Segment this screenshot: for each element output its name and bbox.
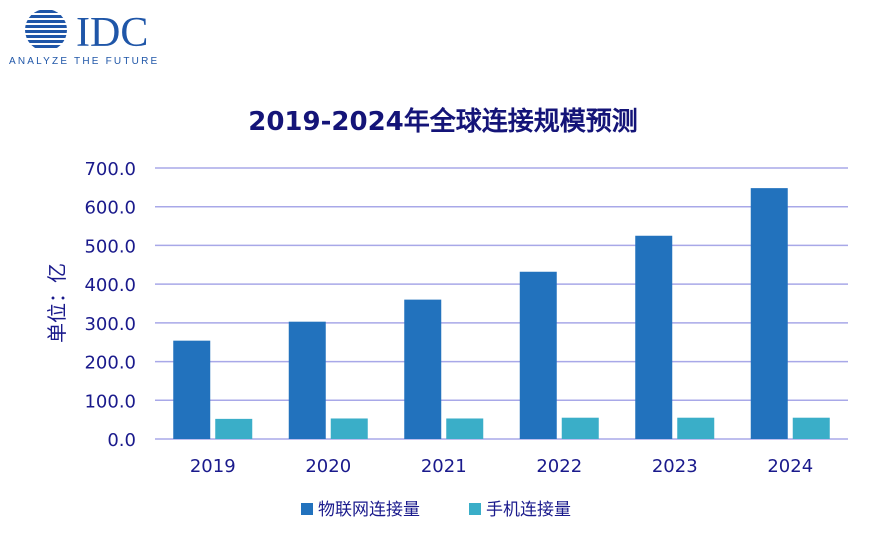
bar-mobile-2019 <box>215 418 253 439</box>
y-tick-label: 700.0 <box>84 159 136 180</box>
x-tick-label: 2019 <box>190 456 236 477</box>
bar-iot-2020 <box>288 321 326 439</box>
x-tick-label: 2024 <box>767 456 813 477</box>
bar-mobile-2021 <box>446 418 484 439</box>
legend-label: 手机连接量 <box>486 500 571 520</box>
legend-label: 物联网连接量 <box>318 500 420 520</box>
y-tick-label: 0.0 <box>107 430 136 451</box>
x-axis-ticks: 2019 2020 2021 2022 2023 2024 <box>190 456 813 477</box>
legend-swatch <box>301 503 313 515</box>
bar-mobile-2022 <box>561 417 599 439</box>
y-tick-label: 400.0 <box>84 275 136 296</box>
bar-iot-2024 <box>750 188 788 439</box>
y-tick-label: 100.0 <box>84 391 136 412</box>
bars <box>173 188 830 439</box>
idc-globe-icon: IDC ANALYZE THE FUTURE <box>9 10 159 67</box>
bar-mobile-2023 <box>677 417 715 439</box>
x-tick-label: 2020 <box>305 456 351 477</box>
y-axis-ticks: 0.0 100.0 200.0 300.0 400.0 500.0 600.0 700.0 <box>84 159 136 451</box>
gridlines <box>155 167 848 440</box>
bar-iot-2023 <box>635 235 673 439</box>
logo-brand: IDC <box>76 10 148 56</box>
y-tick-label: 600.0 <box>84 198 136 219</box>
bar-iot-2021 <box>404 299 442 439</box>
chart-title: 2019-2024年全球连接规模预测 <box>248 106 638 137</box>
bar-mobile-2024 <box>792 417 830 439</box>
legend: 物联网连接量 手机连接量 <box>301 500 571 520</box>
y-tick-label: 200.0 <box>84 353 136 374</box>
bar-iot-2022 <box>519 271 557 439</box>
legend-swatch <box>469 503 481 515</box>
x-tick-label: 2021 <box>421 456 467 477</box>
logo-tagline: ANALYZE THE FUTURE <box>9 56 159 67</box>
bar-mobile-2020 <box>330 418 368 439</box>
x-tick-label: 2023 <box>652 456 698 477</box>
idc-logo: IDC ANALYZE THE FUTURE <box>8 8 208 70</box>
bar-iot-2019 <box>173 340 211 439</box>
y-tick-label: 300.0 <box>84 314 136 335</box>
y-axis-label: 单位：亿 <box>45 263 69 343</box>
x-tick-label: 2022 <box>536 456 582 477</box>
y-tick-label: 500.0 <box>84 236 136 257</box>
